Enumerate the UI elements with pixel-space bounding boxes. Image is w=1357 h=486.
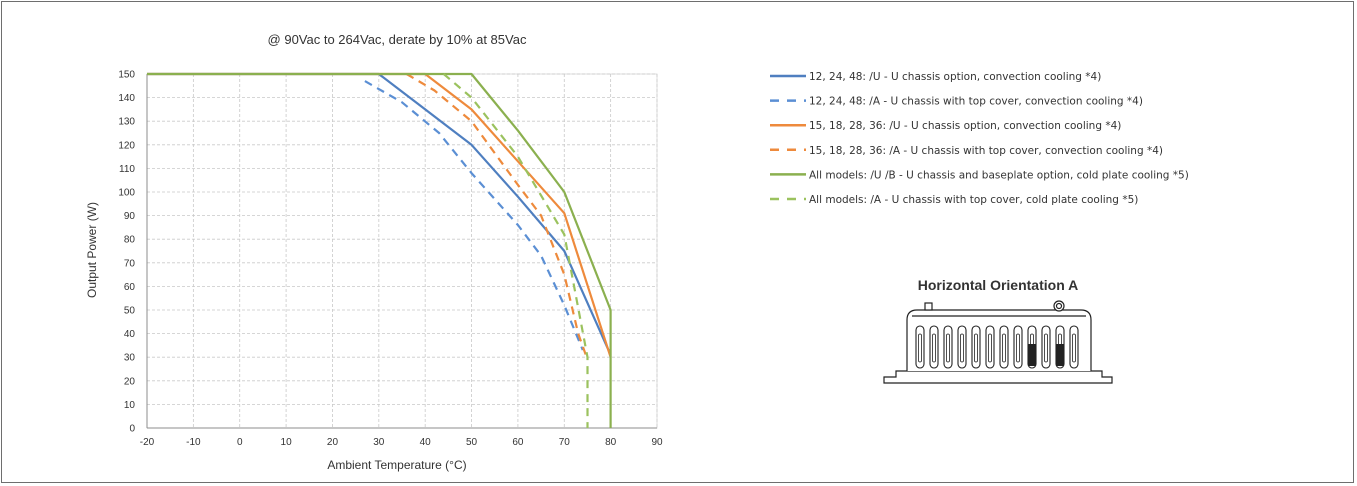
grid bbox=[146, 73, 658, 429]
y-tick-label: 80 bbox=[124, 235, 136, 246]
vent-slot-inner bbox=[918, 333, 922, 363]
x-tick-label: 70 bbox=[559, 437, 571, 448]
vent-slot-inner bbox=[946, 333, 950, 363]
y-tick-label: 100 bbox=[118, 188, 135, 199]
vent-slot-inner bbox=[988, 333, 992, 363]
series-lines bbox=[147, 72, 612, 428]
vent-slot-inner bbox=[1072, 333, 1076, 363]
legend-label-5: All models: /U /B - U chassis and basepl… bbox=[809, 169, 1189, 181]
x-tick-label: 90 bbox=[651, 437, 663, 448]
y-tick-label: 150 bbox=[118, 70, 135, 81]
y-tick-label: 70 bbox=[124, 258, 136, 269]
chassis-screw bbox=[1053, 300, 1065, 312]
series-line-2 bbox=[364, 80, 584, 351]
y-tick-label: 50 bbox=[124, 306, 136, 317]
x-tick-label: 20 bbox=[327, 437, 339, 448]
x-tick-label: 50 bbox=[466, 437, 478, 448]
vent-slot-inner bbox=[960, 333, 964, 363]
vent-slot-dark bbox=[1056, 344, 1064, 366]
y-tick-label: 110 bbox=[119, 164, 135, 175]
x-tick-label: 30 bbox=[373, 437, 385, 448]
y-tick-label: 140 bbox=[118, 93, 135, 104]
x-axis-title: Ambient Temperature (°C) bbox=[327, 458, 466, 472]
x-tick-label: 60 bbox=[512, 437, 524, 448]
x-tick-label: 40 bbox=[420, 437, 432, 448]
x-tick-label: -20 bbox=[140, 437, 155, 448]
series-line-5 bbox=[147, 72, 612, 428]
vent-slot-inner bbox=[1016, 333, 1020, 363]
chassis-tab bbox=[924, 302, 933, 311]
y-tick-label: 60 bbox=[124, 282, 136, 293]
legend-label-2: 12, 24, 48: /A - U chassis with top cove… bbox=[809, 96, 1143, 108]
y-tick-label: 40 bbox=[124, 329, 136, 340]
legend: 12, 24, 48: /U - U chassis option, conve… bbox=[770, 71, 1189, 206]
axes: -20 -10 0 10 20 30 40 50 60 70 80 90 0 10 20 30 40 50 60 70… bbox=[118, 70, 663, 449]
y-tick-label: 120 bbox=[118, 140, 135, 151]
x-tick-label: 80 bbox=[605, 437, 617, 448]
y-tick-label: 10 bbox=[124, 400, 136, 411]
vent-slot-inner bbox=[932, 333, 936, 363]
chassis-illustration bbox=[883, 300, 1113, 384]
y-tick-label: 0 bbox=[129, 424, 135, 435]
chassis-screw-inner bbox=[1055, 302, 1063, 310]
vent-slot-inner bbox=[1044, 333, 1048, 363]
orientation-title: Horizontal Orientation A bbox=[918, 277, 1078, 293]
vent-slot-inner bbox=[1002, 333, 1006, 363]
vent-slot-inner bbox=[974, 333, 978, 363]
y-tick-label: 20 bbox=[124, 376, 136, 387]
chassis-vents bbox=[915, 325, 1079, 369]
legend-label-3: 15, 18, 28, 36: /U - U chassis option, c… bbox=[809, 120, 1121, 132]
y-tick-label: 30 bbox=[124, 353, 136, 364]
y-axis-title: Output Power (W) bbox=[85, 202, 99, 298]
legend-label-6: All models: /A - U chassis with top cove… bbox=[809, 194, 1138, 206]
x-tick-label: 10 bbox=[281, 437, 293, 448]
chassis-base-plate bbox=[883, 370, 1113, 384]
plot-border bbox=[146, 73, 658, 429]
legend-label-4: 15, 18, 28, 36: /A - U chassis with top … bbox=[809, 145, 1163, 157]
y-tick-label: 130 bbox=[118, 117, 135, 128]
vent-slot-dark bbox=[1028, 344, 1036, 366]
x-tick-label: 0 bbox=[237, 437, 243, 448]
legend-label-1: 12, 24, 48: /U - U chassis option, conve… bbox=[809, 71, 1101, 83]
series-line-4 bbox=[406, 73, 589, 360]
chart-title: @ 90Vac to 264Vac, derate by 10% at 85Va… bbox=[268, 32, 527, 47]
series-line-6 bbox=[442, 73, 589, 428]
x-tick-label: -10 bbox=[186, 437, 201, 448]
y-tick-label: 90 bbox=[124, 211, 136, 222]
